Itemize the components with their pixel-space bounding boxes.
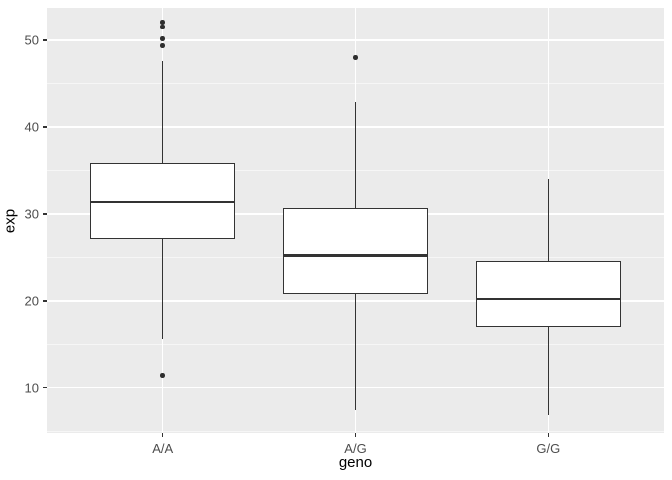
median-a-g — [283, 254, 428, 257]
whisker-upper-a-g — [354, 101, 357, 208]
y-tick-label: 40 — [24, 119, 39, 135]
outlier-point-a-g — [353, 55, 358, 60]
x-axis-title: geno — [338, 454, 373, 471]
outlier-point-a-a — [160, 43, 165, 48]
outlier-point-a-a — [160, 373, 165, 378]
y-tick-mark — [43, 213, 47, 215]
y-tick-label: 50 — [24, 32, 39, 48]
whisker-lower-a-g — [354, 293, 357, 411]
x-tick-label: A/A — [152, 441, 174, 456]
outlier-point-a-a — [160, 20, 165, 26]
y-tick-label: 10 — [24, 380, 39, 396]
x-tick-mark — [354, 433, 357, 437]
median-g-g — [476, 297, 621, 301]
whisker-lower-a-a — [161, 239, 164, 340]
x-tick-mark — [161, 433, 164, 437]
whisker-upper-g-g — [547, 179, 549, 261]
box-a-g — [283, 207, 428, 294]
whisker-upper-a-a — [161, 61, 164, 163]
y-tick-label: 30 — [24, 206, 39, 222]
whisker-lower-g-g — [547, 326, 549, 415]
y-tick-mark — [43, 300, 47, 302]
median-a-a — [90, 200, 235, 203]
outlier-point-a-a — [160, 36, 165, 41]
y-tick-mark — [43, 126, 47, 128]
y-tick-label: 20 — [24, 293, 39, 309]
box-g-g — [476, 260, 621, 327]
x-tick-mark — [547, 433, 549, 437]
x-tick-label: G/G — [536, 441, 561, 456]
y-tick-mark — [43, 387, 47, 389]
y-tick-mark — [43, 39, 47, 41]
x-tick-label: A/G — [344, 441, 367, 456]
outlier-point-a-a — [160, 24, 165, 30]
